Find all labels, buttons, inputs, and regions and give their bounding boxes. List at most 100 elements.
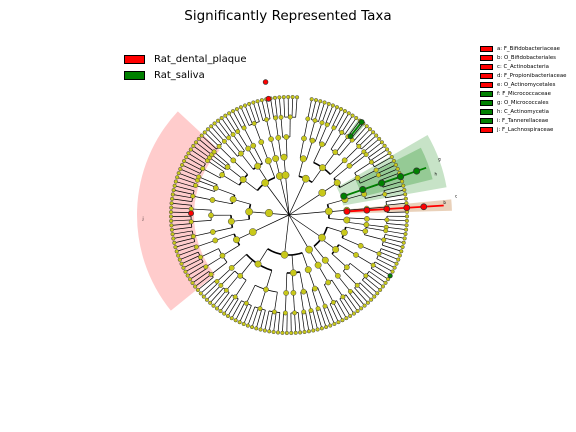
taxon-node-466 — [343, 216, 351, 224]
tree-branch-313 — [221, 174, 240, 186]
taxon-node-504 — [372, 294, 377, 299]
tree-branch-181 — [312, 309, 318, 330]
tree-branch-342 — [228, 137, 242, 154]
tree-branch-222 — [239, 260, 254, 277]
tree-branch-225 — [223, 296, 236, 314]
tree-branch-4 — [307, 99, 313, 119]
taxon-node-626 — [193, 183, 199, 188]
tree-branch-3 — [303, 118, 309, 139]
tree-branch-256 — [185, 261, 204, 272]
taxon-node-494 — [390, 269, 395, 274]
taxon-node-680 — [272, 155, 280, 163]
taxon-node-555 — [262, 328, 267, 333]
taxon-node-505 — [369, 297, 374, 302]
taxon-node-569 — [222, 311, 227, 316]
tree-branch-333 — [201, 135, 217, 150]
taxon-node-447 — [395, 166, 400, 171]
taxon-node-636 — [200, 166, 206, 171]
taxon-node-694 — [277, 95, 282, 100]
taxon-node-518 — [348, 313, 353, 318]
tree-branch-297 — [174, 185, 195, 192]
taxon-node-696 — [281, 95, 286, 100]
tree-branch-373 — [257, 101, 264, 121]
taxon-node-519 — [330, 299, 336, 305]
taxon-node-458 — [403, 192, 408, 197]
tree-branch-343 — [214, 123, 228, 140]
taxon-node-399 — [309, 97, 314, 102]
taxon-node-612 — [169, 218, 174, 224]
tree-branch-236 — [231, 254, 247, 269]
taxon-node-633 — [261, 179, 270, 187]
tree-branch-182 — [308, 310, 314, 331]
clade-key-item-j: j: F_Lachnospiraceae — [480, 126, 566, 135]
tree-branch-205 — [273, 312, 277, 333]
clade-key-text-j: j: F_Lachnospiraceae — [497, 127, 554, 134]
tree-branch-17 — [319, 124, 328, 144]
significant-node-green-i-0 — [347, 133, 354, 140]
tree-branch-247 — [197, 277, 214, 291]
tree-branch-258 — [181, 255, 200, 265]
taxon-node-667 — [227, 111, 232, 116]
tree-branch-166 — [284, 214, 290, 255]
taxon-node-556 — [257, 306, 263, 312]
taxon-node-589 — [188, 277, 193, 282]
taxon-node-503 — [354, 282, 360, 288]
legend-label-plaque: Rat_dental_plaque — [154, 53, 247, 65]
tree-branch-380 — [275, 117, 279, 138]
taxon-node-428 — [371, 130, 376, 135]
taxon-node-616 — [169, 205, 174, 210]
tree-branch-47 — [288, 192, 323, 216]
taxon-node-676 — [242, 103, 248, 108]
taxon-node-463 — [404, 201, 409, 206]
tree-branch-363 — [240, 107, 250, 126]
tree-branch-108 — [385, 230, 406, 235]
taxon-node-498 — [363, 273, 369, 279]
taxon-node-591 — [198, 254, 203, 260]
significant-node-green-h-4 — [413, 167, 421, 175]
tree-branch-63 — [375, 160, 395, 171]
tree-branch-296 — [173, 189, 194, 195]
clade-swatch-c — [480, 63, 493, 70]
taxon-node-565 — [229, 316, 234, 321]
tree-branch-42 — [358, 132, 374, 147]
taxon-node-581 — [248, 228, 257, 236]
tree-branch-195 — [285, 272, 288, 293]
tree-branch-218 — [235, 302, 246, 321]
taxon-node-610 — [169, 227, 174, 232]
tree-branch-304 — [197, 179, 217, 188]
taxon-node-650 — [230, 157, 237, 164]
taxon-node-559 — [249, 325, 255, 330]
tree-branch-302 — [177, 176, 197, 185]
tree-branch-192 — [294, 312, 297, 333]
tree-branch-65 — [377, 164, 396, 174]
tree-branch-112 — [383, 241, 403, 248]
tree-branch-287 — [171, 202, 192, 206]
taxon-node-533 — [300, 288, 307, 295]
taxon-node-417 — [346, 111, 351, 116]
clade-swatch-i — [480, 118, 493, 125]
tree-branch-209 — [259, 289, 267, 309]
clade-letter-0: j — [142, 216, 144, 221]
tree-branch-307 — [180, 168, 199, 178]
taxon-node-613 — [168, 214, 174, 219]
taxon-node-658 — [209, 124, 214, 129]
taxon-node-480 — [381, 237, 387, 243]
taxon-node-528 — [328, 323, 333, 328]
tree-branch-384 — [285, 137, 288, 158]
taxon-node-611 — [169, 223, 174, 228]
taxon-node-402 — [313, 98, 319, 103]
taxon-node-483 — [400, 244, 405, 250]
tree-branch-391 — [295, 97, 298, 118]
taxon-node-408 — [319, 141, 325, 148]
tree-branch-80 — [384, 189, 405, 195]
taxon-node-682 — [264, 117, 269, 123]
taxon-node-695 — [287, 114, 293, 120]
taxon-node-415 — [332, 149, 339, 156]
taxon-node-429 — [374, 133, 379, 138]
tree-branch-16 — [313, 144, 323, 163]
taxon-node-657 — [221, 138, 227, 144]
taxon-node-418 — [350, 113, 355, 118]
tree-branch-87 — [386, 198, 406, 202]
tree-branch-228 — [226, 274, 240, 291]
tree-branch-347 — [221, 117, 234, 135]
